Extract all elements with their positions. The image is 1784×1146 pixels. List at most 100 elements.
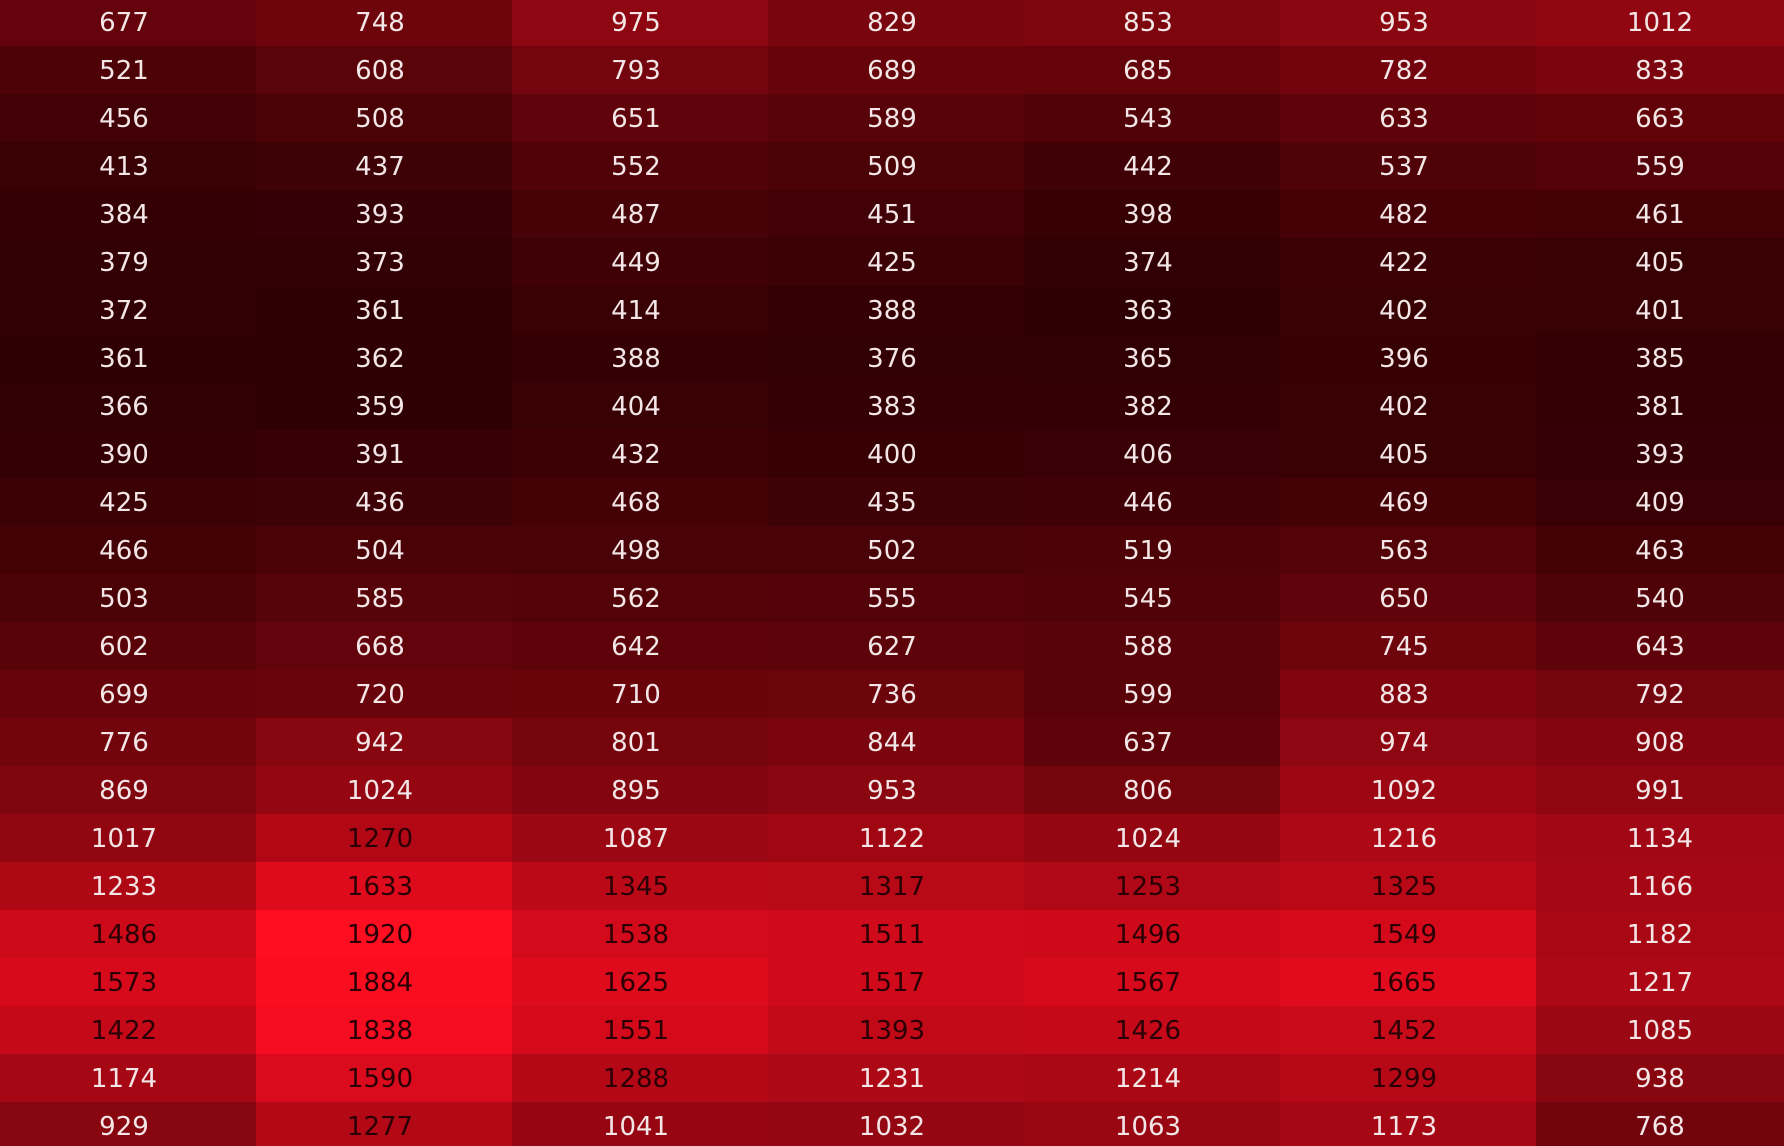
heatmap-cell-label: 422 (1379, 248, 1429, 278)
heatmap-cell-label: 1166 (1627, 872, 1693, 902)
heatmap-cell-label: 373 (355, 248, 405, 278)
heatmap-cell (1536, 862, 1784, 910)
heatmap-cell-label: 589 (867, 104, 917, 134)
heatmap-cell (512, 478, 768, 526)
heatmap-cell-label: 388 (867, 296, 917, 326)
heatmap-cell-label: 391 (355, 440, 405, 470)
heatmap-cell-label: 383 (867, 392, 917, 422)
heatmap-cell-label: 1665 (1371, 968, 1437, 998)
heatmap-cell-label: 1214 (1115, 1064, 1181, 1094)
heatmap-cell-label: 745 (1379, 632, 1429, 662)
heatmap-cell (768, 910, 1024, 958)
heatmap-cell-label: 555 (867, 584, 917, 614)
heatmap-cell (768, 334, 1024, 382)
heatmap-cell-label: 388 (611, 344, 661, 374)
heatmap-cell (768, 622, 1024, 670)
heatmap-cell (256, 190, 512, 238)
heatmap-cell-label: 792 (1635, 680, 1685, 710)
heatmap-cell (1536, 622, 1784, 670)
heatmap-cell (0, 670, 256, 718)
heatmap-cell-label: 608 (355, 56, 405, 86)
heatmap-cell (1024, 862, 1280, 910)
heatmap-cell-label: 782 (1379, 56, 1429, 86)
heatmap-cell-label: 1551 (603, 1016, 669, 1046)
heatmap-cell (512, 1006, 768, 1054)
heatmap-cell-label: 1134 (1627, 824, 1693, 854)
heatmap-cell-label: 776 (99, 728, 149, 758)
heatmap-cell (768, 1054, 1024, 1102)
heatmap-cell-label: 1345 (603, 872, 669, 902)
heatmap-cell-label: 585 (355, 584, 405, 614)
heatmap-cell (1536, 238, 1784, 286)
heatmap-cell-label: 372 (99, 296, 149, 326)
heatmap-cell-label: 806 (1123, 776, 1173, 806)
heatmap-cell (768, 1102, 1024, 1146)
heatmap-cell-label: 543 (1123, 104, 1173, 134)
heatmap-cell (1024, 382, 1280, 430)
heatmap-cell (1024, 910, 1280, 958)
heatmap-cell-label: 381 (1635, 392, 1685, 422)
heatmap-cell-label: 602 (99, 632, 149, 662)
heatmap-cell-label: 938 (1635, 1064, 1685, 1094)
heatmap-cell (512, 94, 768, 142)
heatmap-cell (1280, 670, 1536, 718)
heatmap-cell (768, 478, 1024, 526)
heatmap-cell-label: 405 (1379, 440, 1429, 470)
heatmap-cell (1280, 1102, 1536, 1146)
heatmap-cell-label: 359 (355, 392, 405, 422)
heatmap-cell-label: 1182 (1627, 920, 1693, 950)
heatmap-cell (1280, 766, 1536, 814)
heatmap-cell (512, 382, 768, 430)
heatmap-cell-label: 384 (99, 200, 149, 230)
heatmap-cell-label: 1253 (1115, 872, 1181, 902)
heatmap-cell (256, 0, 512, 46)
heatmap-cell (1536, 46, 1784, 94)
heatmap-cell (256, 334, 512, 382)
heatmap-cell-label: 801 (611, 728, 661, 758)
heatmap-cell-label: 466 (99, 536, 149, 566)
heatmap-cell (256, 766, 512, 814)
heatmap-cell-label: 404 (611, 392, 661, 422)
heatmap-cell-label: 361 (355, 296, 405, 326)
heatmap-cell-label: 1838 (347, 1016, 413, 1046)
heatmap-cell (256, 238, 512, 286)
heatmap-cell-label: 435 (867, 488, 917, 518)
heatmap-cell-label: 869 (99, 776, 149, 806)
heatmap-cell-label: 975 (611, 8, 661, 38)
heatmap-cell (0, 478, 256, 526)
heatmap-cell (1280, 958, 1536, 1006)
heatmap-cell (1024, 670, 1280, 718)
heatmap-cell-label: 362 (355, 344, 405, 374)
heatmap-cell (0, 46, 256, 94)
heatmap-cell-label: 504 (355, 536, 405, 566)
heatmap-cell (1024, 1006, 1280, 1054)
heatmap-cell (512, 1054, 768, 1102)
heatmap-cell (1024, 0, 1280, 46)
heatmap-cell-label: 508 (355, 104, 405, 134)
heatmap-cell (512, 0, 768, 46)
heatmap-cell (1536, 670, 1784, 718)
heatmap-cell (512, 766, 768, 814)
heatmap-cell-label: 1288 (603, 1064, 669, 1094)
heatmap-cell-label: 1317 (859, 872, 925, 902)
heatmap-cell-label: 365 (1123, 344, 1173, 374)
heatmap-cell (1536, 94, 1784, 142)
heatmap-cell (1536, 382, 1784, 430)
heatmap-cell (768, 958, 1024, 1006)
heatmap-cell (0, 718, 256, 766)
heatmap-cell (1024, 430, 1280, 478)
heatmap-cell-label: 406 (1123, 440, 1173, 470)
heatmap-cell (0, 142, 256, 190)
heatmap-cell-label: 588 (1123, 632, 1173, 662)
heatmap-cell-label: 503 (99, 584, 149, 614)
heatmap-cell (1280, 814, 1536, 862)
heatmap-cell-label: 1087 (603, 824, 669, 854)
heatmap-cell (256, 430, 512, 478)
heatmap-cell-label: 1625 (603, 968, 669, 998)
heatmap-cell-label: 396 (1379, 344, 1429, 374)
heatmap-cell-label: 463 (1635, 536, 1685, 566)
heatmap-cell (1280, 94, 1536, 142)
heatmap-cell (1280, 142, 1536, 190)
heatmap-cell (1280, 382, 1536, 430)
